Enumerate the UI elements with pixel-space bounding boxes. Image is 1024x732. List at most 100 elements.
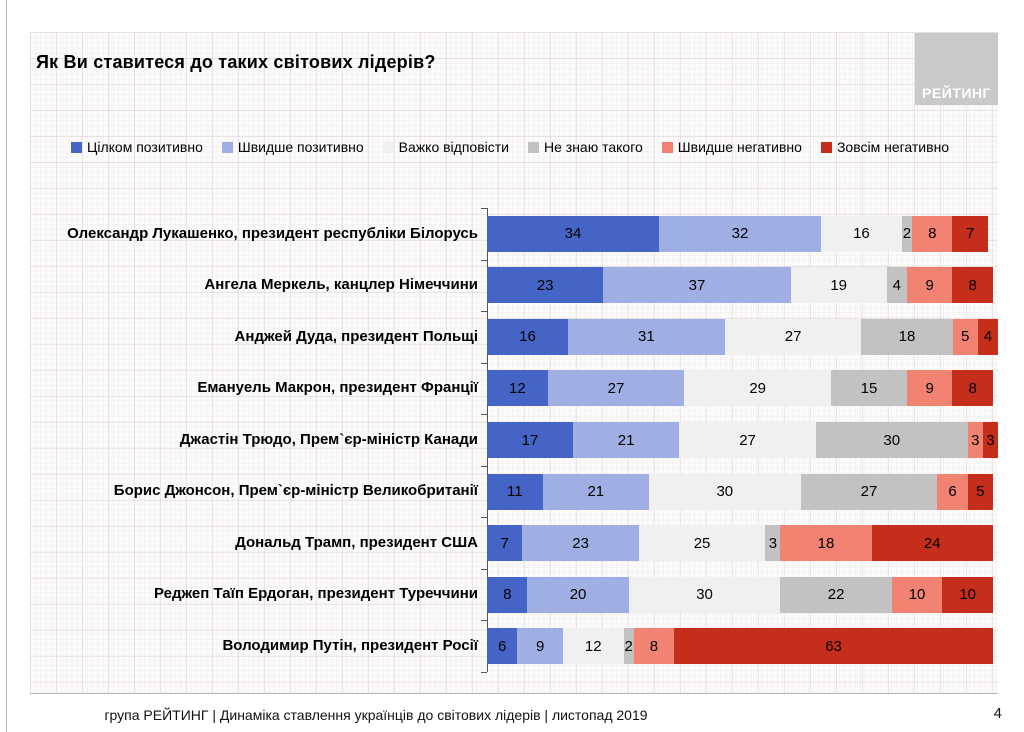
category-label: Олександр Лукашенко, президент республік… [67,224,478,242]
legend-swatch-icon [382,141,394,153]
bar-segment-value: 32 [731,225,749,243]
bar-segment-value: 5 [960,328,970,346]
bar-segment-value: 8 [503,586,512,604]
bar-segment: 4 [886,267,907,304]
bar-segment: 22 [780,576,892,613]
legend-swatch-icon [71,141,82,153]
bar-segment-value: 20 [569,586,587,604]
bar-segment-value: 3 [986,431,995,449]
bar-segment-value: 16 [519,328,536,346]
bar-segment-value: 4 [983,328,993,346]
y-axis-tick [481,208,487,209]
bar-segment: 34 [487,215,660,252]
bar-segment-value: 8 [968,276,977,294]
bar-segment-value: 9 [535,637,545,655]
category-label: Дональд Трамп, президент США [235,533,478,551]
bar-segment: 12 [487,370,548,407]
legend-label: Цілком позитивно [87,139,203,155]
bar-segment-value: 30 [696,586,713,604]
bar-segment: 19 [790,267,887,304]
bar-segment-value: 21 [617,431,635,449]
bar-segment: 5 [952,318,978,355]
bar-segment-value: 27 [860,483,878,501]
bar-segment-value: 30 [883,431,901,449]
bar-segment: 10 [891,576,943,613]
bar-segment: 9 [906,267,953,304]
bar-segment-value: 11 [507,483,523,501]
bar-segment-value: 12 [509,379,526,397]
bar-segment: 9 [517,628,563,665]
category-label: Ангела Меркель, канцлер Німеччини [204,276,478,294]
bar-segment: 12 [562,628,624,665]
page-title: Як Ви ставитеся до таких світових лідері… [36,52,436,72]
stacked-bar-row: 12 27 29 15 9 8 [487,370,993,407]
bar-segment: 5 [967,473,993,510]
stacked-bar-row: 16 31 27 18 5 4 [487,318,999,355]
bar-segment-value: 8 [928,225,937,243]
bar-segment-value: 27 [607,379,625,397]
bar-segment-value: 18 [817,534,835,552]
bar-segment: 27 [679,422,816,458]
legend-item-5: Зовсім негативно [820,139,950,155]
bar-segment-value: 17 [521,431,539,449]
bar-segment: 7 [952,215,988,252]
bar-segment: 37 [603,267,791,304]
stacked-bar-row: 17 21 27 30 3 3 [487,422,999,458]
bar-segment: 9 [906,370,953,407]
stacked-bar-row: 8 20 30 22 10 10 [487,576,993,613]
bar-segment: 10 [942,576,993,613]
bar-segment-value: 27 [739,431,756,449]
left-edge-line [6,0,7,732]
bar-segment: 23 [522,525,639,562]
bar-segment-value: 23 [572,534,589,552]
legend-label: Швидше негативно [677,139,802,155]
bar-segment-value: 24 [923,534,941,552]
stacked-bar-row: 11 21 30 27 6 5 [487,473,993,510]
legend-label: Важко відповісти [398,139,509,155]
bar-segment-value: 34 [564,225,582,243]
legend-item-3: Не знаю такого [527,139,643,155]
rating-group-logo-text: РЕЙТИНГ [922,85,991,101]
slide-grid-background [30,32,998,694]
bar-segment: 30 [815,422,968,458]
bar-segment: 32 [659,215,821,252]
bar-segment: 7 [487,525,523,562]
bar-segment-value: 3 [971,431,980,449]
legend-swatch-icon [221,141,233,153]
bar-segment: 2 [901,215,912,252]
y-axis-tick [481,414,487,416]
bar-segment-value: 15 [860,379,878,397]
bar-segment: 4 [977,318,999,355]
bar-segment: 3 [765,525,781,562]
bar-segment: 27 [800,473,938,510]
bar-segment-value: 12 [584,637,602,655]
bar-segment-value: 29 [749,379,767,397]
category-label: Джастін Трюдо, Прем`єр-міністр Канади [179,430,478,448]
bar-segment-value: 7 [500,534,509,552]
y-axis-tick [481,517,487,519]
bar-segment: 8 [952,370,993,407]
legend-label: Зовсім негативно [836,139,950,155]
bar-segment-value: 8 [968,379,977,397]
legend-swatch-icon [527,141,539,153]
bar-segment: 8 [952,267,993,304]
bar-segment: 3 [982,422,999,458]
bar-segment: 21 [542,473,649,510]
stacked-bar-row: 7 23 25 3 18 24 [487,525,993,562]
bar-segment: 24 [871,525,993,562]
bar-segment: 63 [674,628,993,665]
bar-segment: 3 [967,422,983,458]
bar-segment: 27 [724,318,862,355]
bar-segment: 18 [861,318,953,355]
bar-segment: 8 [633,628,675,665]
bar-segment-value: 21 [587,483,605,501]
category-label: Анджей Дуда, президент Польщі [234,327,478,345]
bar-segment: 30 [628,576,781,613]
y-axis-tick [481,465,487,467]
bar-segment-value: 8 [649,637,659,655]
bar-segment: 15 [831,370,907,407]
bar-segment: 27 [547,370,685,407]
bar-segment-value: 6 [948,483,957,501]
stacked-bar-row: 34 32 16 2 8 7 [487,215,988,252]
bar-segment-value: 19 [830,276,847,294]
